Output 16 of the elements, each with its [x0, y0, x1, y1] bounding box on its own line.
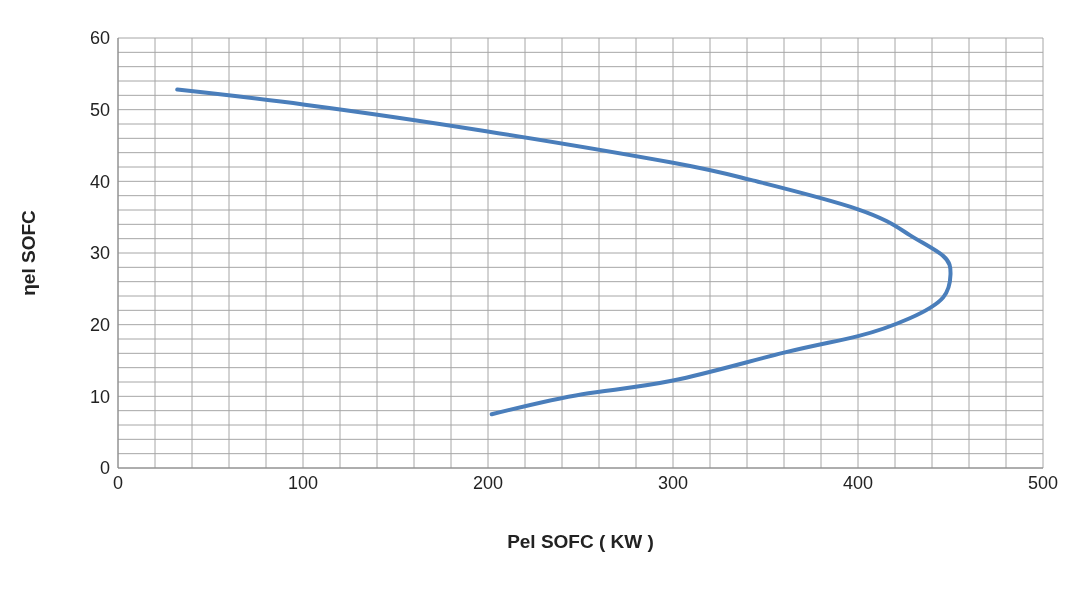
y-tick-label: 0 [99, 458, 110, 479]
x-axis-title: Pel SOFC ( KW ) [507, 531, 654, 552]
x-tick-label: 400 [842, 472, 874, 493]
y-tick-label: 30 [89, 243, 110, 264]
y-axis-title: ηel SOFC [17, 209, 39, 296]
line-series [175, 87, 953, 417]
y-tick-label: 40 [89, 171, 110, 192]
x-tick-label: 300 [657, 472, 689, 493]
y-tick-label: 60 [89, 28, 110, 49]
x-tick-label: 200 [472, 472, 504, 493]
x-tick-label: 500 [1027, 472, 1059, 493]
x-tick-label: 100 [287, 472, 319, 493]
y-tick-label: 50 [89, 100, 110, 121]
y-tick-label: 10 [89, 386, 110, 407]
x-tick-label: 0 [112, 472, 124, 493]
y-tick-label: 20 [89, 315, 110, 336]
